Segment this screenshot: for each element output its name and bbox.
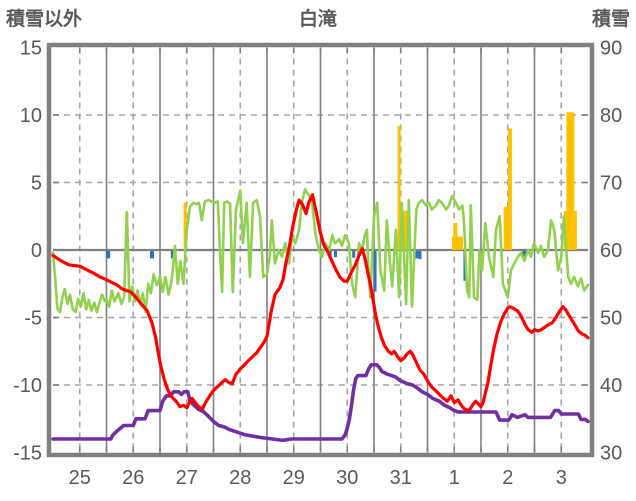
- snowfall-bar: [566, 112, 575, 250]
- left-axis-tick-label: 5: [31, 173, 42, 195]
- x-axis-day-label: 26: [122, 467, 144, 489]
- right-axis-tick-label: 70: [600, 173, 622, 195]
- snowfall-bar: [503, 206, 510, 250]
- right-axis-tick-label: 30: [600, 443, 622, 465]
- left-axis-tick-label: 15: [20, 38, 42, 60]
- right-axis-tick-label: 40: [600, 375, 622, 397]
- precip-tick: [352, 251, 356, 258]
- left-axis-tick-label: -5: [24, 308, 42, 330]
- chart-title: 白滝: [298, 9, 337, 30]
- left-axis-title: 積雪以外: [6, 9, 83, 30]
- left-axis-tick-label: 0: [31, 240, 42, 262]
- precip-tick: [149, 251, 154, 259]
- snowfall-bar: [507, 128, 512, 250]
- left-axis-tick-label: -10: [13, 375, 42, 397]
- green-line: [51, 188, 590, 314]
- x-axis-day-label: 27: [176, 467, 198, 489]
- left-axis-tick-label: 10: [20, 105, 42, 127]
- left-axis-tick-label: -15: [13, 443, 42, 465]
- x-axis-day-label: 28: [229, 467, 251, 489]
- x-axis-day-label: 25: [69, 467, 91, 489]
- right-axis-tick-label: 50: [600, 308, 622, 330]
- precip-tick: [373, 251, 377, 292]
- snowfall-bar: [400, 210, 410, 250]
- x-axis-day-label: 31: [390, 467, 412, 489]
- right-axis-title: 積雪: [591, 9, 630, 30]
- x-axis-day-label: 2: [502, 467, 513, 489]
- red-line: [51, 193, 590, 413]
- plot-border: [46, 42, 595, 458]
- purple-line: [51, 362, 590, 443]
- snowfall-bar: [453, 223, 458, 250]
- right-axis-tick-label: 80: [600, 105, 622, 127]
- x-axis-day-label: 3: [556, 467, 567, 489]
- right-axis-tick-label: 90: [600, 38, 622, 60]
- snowfall-bar: [397, 125, 401, 250]
- precip-tick: [106, 251, 111, 259]
- precip-tick: [414, 251, 419, 259]
- precip-tick: [333, 251, 337, 258]
- precip-tick: [170, 251, 175, 259]
- snowfall-bar: [183, 202, 187, 250]
- x-axis-day-label: 30: [336, 467, 358, 489]
- x-axis-day-label: 29: [283, 467, 305, 489]
- right-axis-tick-label: 60: [600, 240, 622, 262]
- x-axis-day-label: 1: [449, 467, 460, 489]
- precip-tick: [522, 251, 527, 259]
- snowfall-bar: [451, 236, 463, 250]
- precip-tick: [418, 251, 422, 260]
